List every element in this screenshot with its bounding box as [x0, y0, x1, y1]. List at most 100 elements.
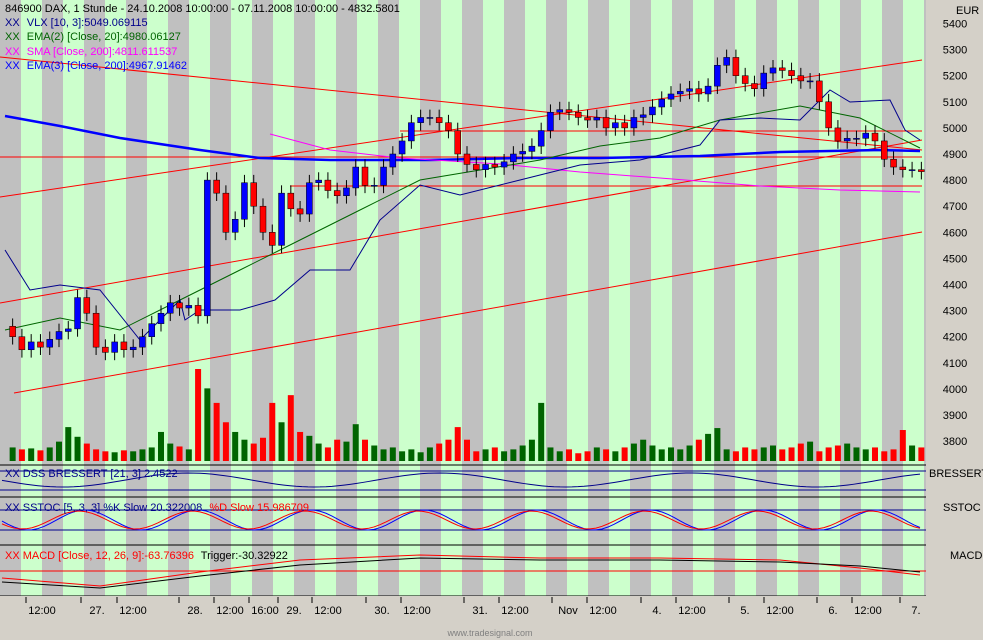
candle-body [463, 153, 471, 165]
session-band [378, 0, 399, 596]
candle-body [510, 153, 517, 163]
price-tick-label: 5400 [943, 18, 967, 30]
volume-bar [399, 451, 406, 461]
candle-body [129, 346, 137, 351]
legend-ema3: XX EMA(3) [Close, 200]:4967.91462 [5, 60, 187, 72]
candle-body [167, 302, 174, 314]
candle-body [389, 153, 397, 168]
session-band [735, 0, 756, 596]
volume-bar [380, 449, 387, 461]
legend-ema2-text: EMA(2) [Close, 20]:4980.06127 [27, 31, 181, 43]
volume-bar [603, 449, 610, 461]
volume-bar [120, 450, 127, 461]
candle-body [547, 111, 554, 131]
candle-body [565, 109, 573, 113]
candle-body [482, 164, 489, 170]
candle-body [871, 132, 879, 142]
candle-body [612, 122, 619, 129]
candle-body [361, 166, 369, 186]
volume-bar [807, 441, 814, 461]
candle-body [324, 179, 332, 191]
volume-bar [250, 443, 257, 461]
price-tick-label: 4300 [943, 306, 967, 318]
sstoc-k-line [1, 509, 921, 531]
volume-bar [269, 402, 276, 461]
candle-body [222, 192, 230, 233]
volume-bar [695, 439, 702, 461]
volume-bar [417, 452, 424, 461]
candle-body [621, 122, 628, 129]
session-band [861, 0, 882, 596]
candle-body [204, 179, 211, 317]
legend-ema3-text: EMA(3) [Close, 200]:4967.91462 [27, 60, 187, 72]
candle-body [46, 339, 53, 348]
candle-body [723, 57, 730, 66]
candle-body [352, 166, 359, 189]
volume-bar [760, 447, 767, 461]
price-tick-label: 4800 [943, 175, 967, 187]
volume-bar [352, 424, 359, 461]
candle-body [686, 88, 693, 92]
volume-bar [37, 450, 44, 461]
time-tick-label: 12:00 [589, 605, 617, 617]
volume-bar [408, 449, 415, 461]
candle-body [519, 151, 526, 155]
volume-bar [538, 402, 545, 461]
time-tick-label: 12:00 [314, 605, 342, 617]
session-band [567, 0, 588, 596]
candle-body [120, 341, 128, 351]
candle-body [890, 158, 897, 168]
session-band [525, 0, 546, 596]
trend-line [0, 56, 923, 151]
candle-body [27, 341, 35, 351]
time-tick-label: 4. [652, 605, 661, 617]
volume-bar [9, 447, 16, 461]
volume-bar [18, 449, 25, 461]
volume-bar [686, 445, 693, 461]
time-axis [0, 596, 983, 640]
candle-body [695, 88, 703, 95]
price-tick-label: 5200 [943, 71, 967, 83]
candle-body [834, 127, 842, 142]
session-band [819, 0, 840, 596]
candle-body [241, 182, 248, 220]
volume-bar [844, 443, 851, 461]
session-band [420, 0, 441, 596]
volume-bar [909, 445, 916, 461]
candle-body [371, 185, 378, 187]
session-band [21, 0, 42, 596]
legend-vlx-text: VLX [10, 3]:5049.069115 [27, 17, 148, 29]
candle-body [55, 331, 63, 340]
volume-bar [834, 445, 841, 461]
volume-bar [751, 449, 758, 461]
volume-bar [881, 451, 888, 461]
session-band [336, 0, 357, 596]
session-band [462, 0, 483, 596]
volume-bar [371, 445, 378, 461]
legend-vlx-prefix: XX [5, 17, 20, 29]
session-band [546, 0, 567, 596]
volume-bar [770, 445, 776, 461]
volume-bar [473, 451, 480, 461]
chart-legend: 846900 DAX, 1 Stunde - 24.10.2008 10:00:… [5, 3, 400, 72]
volume-bar [742, 447, 749, 461]
candle-body [677, 91, 684, 95]
volume-bar [862, 449, 869, 461]
session-band [924, 0, 926, 596]
candle-body [760, 72, 767, 89]
candle-body [92, 312, 100, 348]
candle-body [741, 75, 749, 84]
time-axis-labels: 12:00 27. 12:00 28. 12:00 16:00 29. 12:00 30. 12:… [25, 597, 921, 617]
sub-panels [0, 470, 926, 589]
candle-body [667, 93, 675, 100]
legend-sma-text: SMA [Close, 200]:4811.611537 [27, 46, 178, 58]
price-tick-label: 5100 [943, 97, 967, 109]
candle-body [751, 83, 758, 89]
session-band [630, 0, 651, 596]
session-band [651, 0, 672, 596]
volume-bar [464, 439, 470, 461]
volume-bar [482, 449, 489, 461]
volume-bar [853, 447, 860, 461]
candle-body [862, 132, 869, 139]
time-tick-label: 5. [740, 605, 749, 617]
